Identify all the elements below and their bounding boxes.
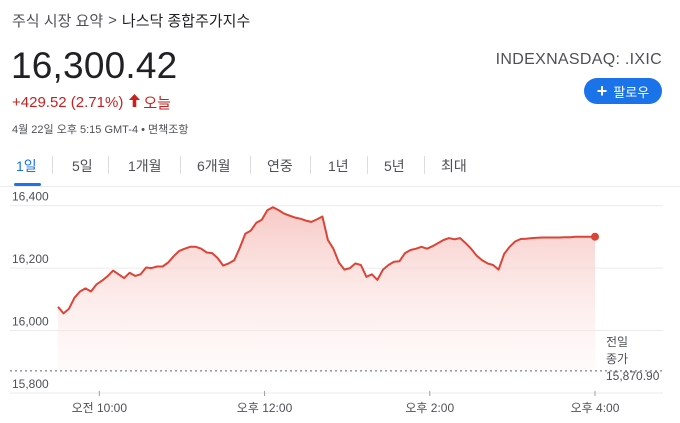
tabs-divider	[0, 186, 680, 187]
previous-close-value: 15,870.90	[606, 369, 660, 383]
y-tick-label: 15,800	[12, 377, 49, 391]
tab-6-month[interactable]: 6개월	[197, 158, 231, 174]
tab-5-day[interactable]: 5일	[72, 158, 93, 174]
tab-divider	[250, 156, 251, 174]
tab-divider	[424, 156, 425, 174]
quote-timestamp: 4월 22일 오후 5:15 GMT-4 • 면책조항	[12, 124, 189, 136]
follow-button-label: 팔로우	[613, 84, 650, 100]
tab-1-day[interactable]: 1일	[16, 158, 37, 174]
ticker-symbol: INDEXNASDAQ: .IXIC	[495, 51, 662, 68]
previous-close-label: 전일	[606, 335, 628, 349]
tab-divider	[108, 156, 109, 174]
breadcrumb-current: 나스닥 종합주가지수	[121, 13, 251, 30]
x-tick-label: 오후 12:00	[237, 401, 293, 415]
tab-divider	[367, 156, 368, 174]
tab-1-month[interactable]: 1개월	[128, 158, 162, 174]
tab-max[interactable]: 최대	[441, 158, 467, 174]
price-chart[interactable]: 16,400 16,200 16,000 15,800 오전 10:00 오후 12:0…	[0, 190, 680, 423]
previous-close-label: 종가	[606, 352, 628, 366]
arrow-up-icon	[129, 94, 141, 111]
y-tick-label: 16,200	[12, 252, 49, 266]
x-tick-label: 오후 2:00	[405, 401, 454, 415]
tab-5-year[interactable]: 5년	[384, 158, 405, 174]
breadcrumb: 주식 시장 요약 > 나스닥 종합주가지수	[12, 10, 250, 31]
tab-1-year[interactable]: 1년	[328, 158, 349, 174]
range-tabs: 1일 5일 1개월 6개월 연중 1년 5년 최대	[0, 152, 680, 186]
price-change: +429.52 (2.71%)	[12, 94, 124, 111]
y-tick-label: 16,400	[12, 190, 49, 204]
tab-divider	[310, 156, 311, 174]
breadcrumb-separator: >	[108, 12, 117, 29]
breadcrumb-root-link[interactable]: 주식 시장 요약	[12, 13, 104, 30]
x-tick-label: 오전 10:00	[72, 401, 128, 415]
y-tick-label: 16,000	[12, 315, 49, 329]
tab-divider	[52, 156, 53, 174]
follow-button[interactable]: + 팔로우	[584, 78, 662, 104]
last-price-dot	[591, 232, 599, 241]
price-line	[57, 206, 596, 315]
tab-divider	[180, 156, 181, 174]
x-tick-label: 오후 4:00	[571, 401, 620, 415]
price-change-row: +429.52 (2.71%) 오늘	[12, 92, 171, 113]
active-tab-indicator	[14, 183, 41, 186]
change-period: 오늘	[143, 95, 171, 112]
index-price: 16,300.42	[11, 45, 178, 86]
plus-icon: +	[596, 81, 608, 101]
tab-ytd[interactable]: 연중	[267, 158, 293, 174]
price-area	[58, 207, 595, 371]
